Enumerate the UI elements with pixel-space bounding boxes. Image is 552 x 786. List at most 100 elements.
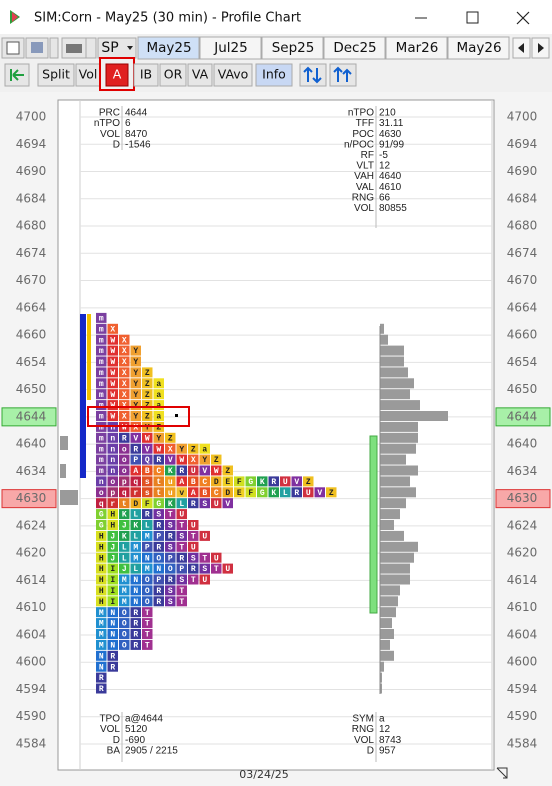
tpo-cell [96, 367, 107, 378]
toggle-button[interactable] [37, 63, 75, 87]
price-label: 4650 [507, 382, 538, 396]
tpo-letter: U [202, 576, 207, 585]
tpo-letter: S [168, 522, 173, 531]
ib-bar [87, 314, 91, 400]
toggle-button[interactable] [187, 63, 213, 87]
tpo-cell [130, 530, 141, 541]
tpo-letter: m [99, 315, 104, 324]
tpo-cell [165, 487, 176, 498]
price-label: 4604 [16, 627, 47, 641]
volume-bar [380, 552, 414, 563]
tpo-cell [142, 574, 153, 585]
sort-up-button[interactable] [299, 63, 327, 87]
tpo-cell [153, 520, 164, 530]
tpo-letter: D [214, 478, 219, 487]
contract-tab[interactable] [199, 36, 262, 60]
price-label: 4684 [16, 191, 47, 205]
tpo-cell [199, 552, 210, 563]
tpo-cell [119, 498, 130, 509]
volume-bar [380, 487, 416, 498]
close-button[interactable] [516, 11, 530, 25]
volume-bar [380, 541, 418, 552]
tpo-cell [142, 454, 153, 465]
tpo-cell [130, 389, 141, 400]
volume-bar [380, 530, 404, 541]
tpo-letter: Z [145, 380, 150, 389]
current-price-dot [175, 414, 178, 417]
tpo-letter: N [145, 554, 150, 563]
resize-icon[interactable] [496, 767, 508, 779]
tpo-letter: M [133, 543, 138, 552]
tpo-cell [153, 411, 164, 421]
print-dropdown[interactable] [85, 37, 97, 59]
tpo-cell [107, 367, 118, 378]
tpo-cell [96, 607, 107, 618]
volume-bar [380, 432, 418, 443]
tpo-cell [119, 465, 130, 476]
tpo-cell [142, 639, 153, 650]
contract-tab[interactable] [447, 36, 510, 60]
toggle-button[interactable] [105, 63, 129, 87]
price-label: 4680 [507, 219, 538, 233]
tpo-letter: X [122, 380, 127, 389]
contract-tab-label: Jul25 [213, 40, 247, 56]
tpo-cell [96, 411, 107, 421]
tpo-letter: q [122, 489, 127, 498]
tpo-letter: U [191, 467, 196, 476]
tpo-cell [153, 541, 164, 552]
tpo-cell [107, 618, 118, 629]
contract-tab[interactable] [261, 36, 324, 60]
tpo-cell [176, 585, 187, 596]
tpo-cell [153, 378, 164, 389]
contract-tab[interactable] [137, 36, 200, 60]
tpo-letter: M [145, 565, 150, 574]
tpo-cell [153, 552, 164, 563]
dropdown-button[interactable] [49, 37, 59, 59]
toggle-button[interactable] [213, 63, 253, 87]
tpo-letter: Z [214, 456, 219, 465]
tpo-cell [96, 378, 107, 389]
volume-bar [380, 345, 404, 356]
tpo-letter: T [145, 609, 150, 618]
toggle-button[interactable] [133, 63, 159, 87]
contract-tab[interactable] [385, 36, 448, 60]
tpo-letter: W [110, 336, 115, 345]
tpo-cell [199, 487, 210, 498]
info-label: D [113, 139, 120, 150]
maximize-button[interactable] [466, 11, 479, 24]
sort-down-button[interactable] [329, 63, 357, 87]
tpo-cell [107, 323, 118, 334]
tpo-letter: X [110, 325, 115, 334]
tpo-cell [142, 596, 153, 607]
tpo-letter: X [122, 358, 127, 367]
tpo-letter: P [133, 456, 138, 465]
info-value: 12 [379, 161, 391, 172]
volume-bar [380, 596, 398, 607]
tpo-cell [130, 345, 141, 356]
info-label: TPO [99, 714, 120, 725]
tpo-cell [130, 509, 141, 520]
toggle-button[interactable] [159, 63, 187, 87]
tpo-cell [96, 552, 107, 563]
tpo-cell [107, 629, 118, 639]
tpo-letter: O [145, 576, 150, 585]
tpo-letter: Y [133, 380, 138, 389]
price-label: 4630 [16, 491, 47, 505]
tpo-cell [188, 465, 199, 476]
tpo-letter: S [168, 598, 173, 607]
tpo-cell [142, 607, 153, 618]
volume-bar [380, 443, 416, 454]
tpo-cell [96, 520, 107, 530]
toggle-button[interactable] [255, 63, 293, 87]
tpo-letter: B [145, 467, 150, 476]
tpo-letter: O [122, 642, 127, 651]
tpo-letter: X [133, 424, 138, 433]
tpo-cell [96, 356, 107, 367]
tpo-letter: Z [156, 424, 161, 433]
contract-tab[interactable] [323, 36, 386, 60]
tpo-letter: m [99, 434, 104, 443]
tpo-cell [188, 530, 199, 541]
tpo-letter: L [179, 500, 184, 509]
volume-bar [380, 421, 418, 432]
